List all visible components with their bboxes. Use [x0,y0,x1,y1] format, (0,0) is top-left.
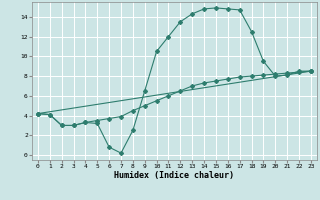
X-axis label: Humidex (Indice chaleur): Humidex (Indice chaleur) [115,171,234,180]
